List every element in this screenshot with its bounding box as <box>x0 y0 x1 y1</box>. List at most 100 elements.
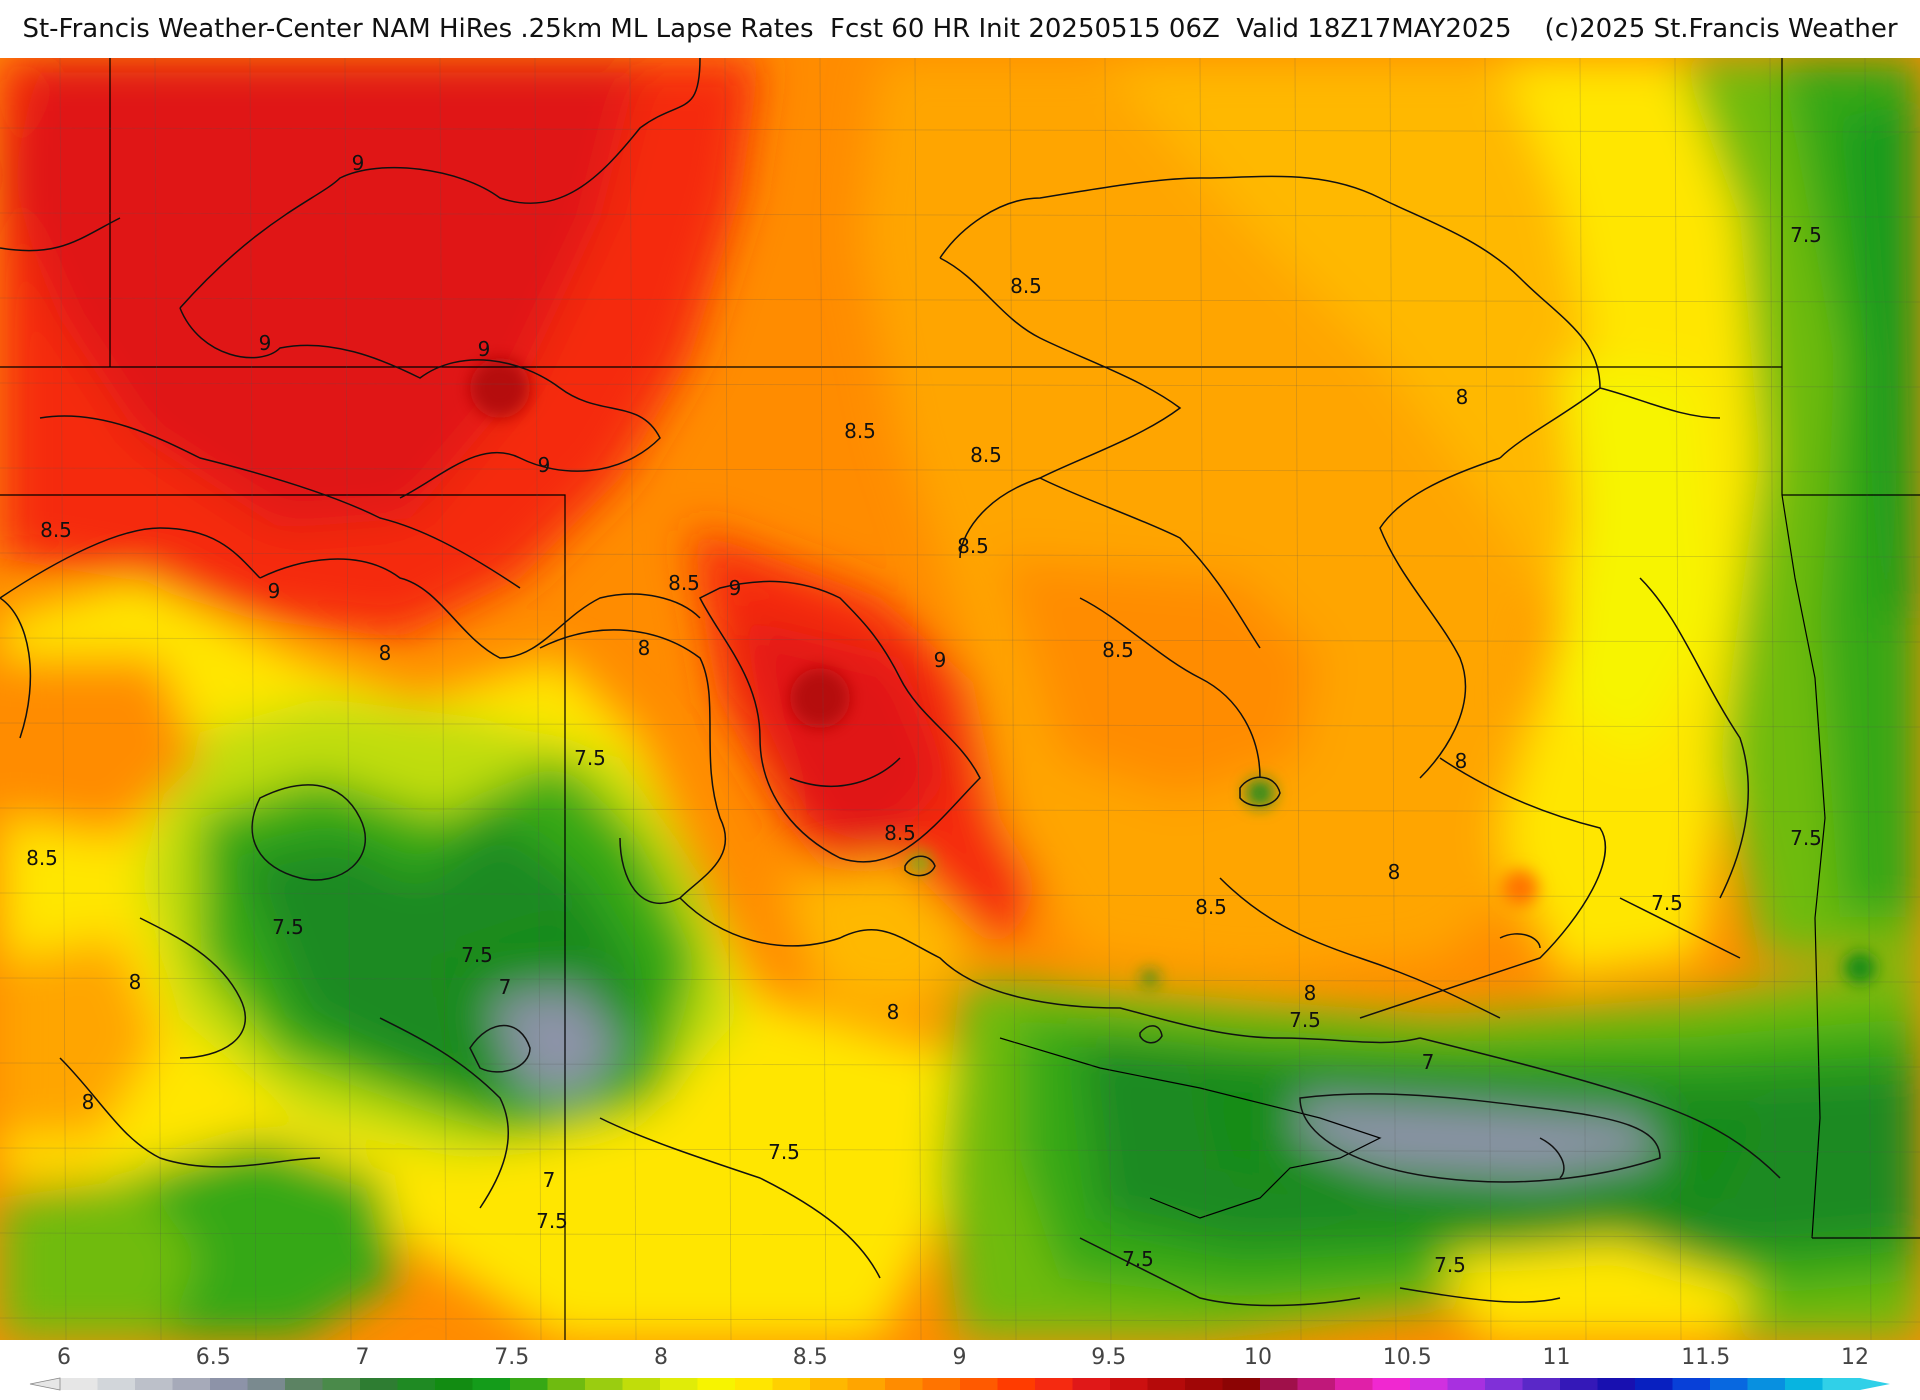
contour-label: 9 <box>268 579 281 603</box>
contour-label: 8.5 <box>957 534 989 558</box>
colorbar-swatch <box>172 1378 211 1390</box>
colorbar-swatch <box>1335 1378 1373 1390</box>
colorbar-swatch <box>1822 1378 1861 1390</box>
contour-label: 7 <box>1422 1050 1435 1074</box>
colorbar-swatch <box>510 1378 548 1390</box>
contour-label: 9 <box>352 151 365 175</box>
contour-label: 7.5 <box>1790 223 1822 247</box>
colorbar-swatch <box>1110 1378 1148 1390</box>
contour-label-layer: 9 9 9 9 9 9 9 8.5 8.5 8.5 8.5 8.5 8.5 8.5 8.5 8.5 8.5 8 8 8… <box>26 151 1822 1277</box>
colorbar-swatch <box>847 1378 886 1390</box>
shaded-detail <box>470 358 1876 986</box>
contour-label: 9 <box>729 576 742 600</box>
contour-label: 7.5 <box>536 1209 568 1233</box>
shaded-field <box>0 58 1920 1340</box>
colorbar-swatch <box>1372 1378 1411 1390</box>
colorbar-swatch <box>1447 1378 1486 1390</box>
contour-label: 9 <box>259 331 272 355</box>
colorbar-swatch <box>1072 1378 1111 1390</box>
contour-label: 8.5 <box>26 846 58 870</box>
map-panel[interactable]: 9 9 9 9 9 9 9 8.5 8.5 8.5 8.5 8.5 8.5 8.5 8.5 8.5 8.5 8 8 8… <box>0 58 1920 1340</box>
contour-label: 9 <box>478 337 491 361</box>
contour-label: 7.5 <box>461 943 493 967</box>
state-boundaries <box>0 58 1920 1340</box>
contour-label: 8 <box>887 1000 900 1024</box>
contour-label: 7 <box>499 975 512 999</box>
contour-label: 7.5 <box>574 746 606 770</box>
colorbar-swatch <box>622 1378 661 1390</box>
contour-label: 8 <box>129 970 142 994</box>
colorbar-swatch <box>997 1378 1036 1390</box>
colorbar-swatch <box>1635 1378 1673 1390</box>
colorbar-swatch <box>1035 1378 1073 1390</box>
colorbar-tick-label: 9 <box>952 1345 967 1370</box>
colorbar-tick-label: 10 <box>1244 1345 1272 1370</box>
contour-label: 8.5 <box>970 443 1002 467</box>
header-bar: St-Francis Weather-Center NAM HiRes .25k… <box>0 0 1920 58</box>
colorbar-swatch <box>547 1378 586 1390</box>
colorbar: 6 6.5 7 7.5 8 8.5 9 9.5 10 10.5 11 11.5 12 <box>0 1340 1920 1400</box>
colorbar-swatch <box>322 1378 361 1390</box>
colorbar-swatch <box>1410 1378 1448 1390</box>
colorbar-swatch <box>585 1378 623 1390</box>
colorbar-swatch <box>1485 1378 1523 1390</box>
colorbar-swatch <box>1260 1378 1298 1390</box>
colorbar-swatch <box>1597 1378 1636 1390</box>
colorbar-swatch <box>97 1378 136 1390</box>
colorbar-swatch <box>810 1378 848 1390</box>
colorbar-swatch <box>360 1378 398 1390</box>
contour-label: 8.5 <box>668 571 700 595</box>
contour-label: 7.5 <box>768 1140 800 1164</box>
contour-label: 8 <box>1304 981 1317 1005</box>
contour-label: 8.5 <box>40 518 72 542</box>
colorbar-strip <box>29 1377 1890 1391</box>
contour-label: 8 <box>1456 385 1469 409</box>
colorbar-tick-label: 7.5 <box>494 1345 530 1370</box>
contour-label: 7.5 <box>1434 1253 1466 1277</box>
colorbar-swatch <box>1747 1378 1786 1390</box>
contour-label: 7.5 <box>1122 1247 1154 1271</box>
colorbar-tick-label: 6 <box>57 1345 71 1370</box>
contour-label: 8 <box>638 636 651 660</box>
colorbar-swatch <box>1147 1378 1186 1390</box>
colorbar-swatch <box>472 1378 511 1390</box>
colorbar-swatch <box>1560 1378 1598 1390</box>
colorbar-swatch <box>1185 1378 1223 1390</box>
county-lines <box>0 58 1920 1340</box>
colorbar-swatch <box>1785 1378 1823 1390</box>
contour-label: 9 <box>934 648 947 672</box>
colorbar-swatch <box>1672 1378 1711 1390</box>
colorbar-swatch <box>247 1378 286 1390</box>
colorbar-swatch <box>772 1378 811 1390</box>
colorbar-tick-label: 8 <box>654 1345 668 1370</box>
colorbar-swatch <box>660 1378 698 1390</box>
colorbar-min-arrow <box>29 1377 61 1391</box>
contour-label: 8.5 <box>1102 638 1134 662</box>
colorbar-swatch <box>285 1378 323 1390</box>
contour-label: 7.5 <box>272 915 304 939</box>
colorbar-swatch <box>1522 1378 1561 1390</box>
colorbar-tick-label: 9.5 <box>1091 1345 1127 1370</box>
colorbar-swatch <box>960 1378 998 1390</box>
colorbar-tick-label: 8.5 <box>792 1345 828 1370</box>
colorbar-swatch <box>135 1378 173 1390</box>
contour-label: 7.5 <box>1289 1008 1321 1032</box>
contour-label: 8.5 <box>1195 895 1227 919</box>
colorbar-swatch <box>60 1378 98 1390</box>
colorbar-max-arrow <box>1860 1378 1890 1390</box>
colorbar-tick-label: 6.5 <box>195 1345 231 1370</box>
contour-label: 9 <box>538 453 551 477</box>
contour-lines <box>0 58 1781 1307</box>
lapse-rate-map[interactable]: 9 9 9 9 9 9 9 8.5 8.5 8.5 8.5 8.5 8.5 8.5 8.5 8.5 8.5 8 8 8… <box>0 58 1920 1340</box>
colorbar-swatch <box>922 1378 961 1390</box>
contour-label: 7 <box>543 1168 556 1192</box>
colorbar-swatch <box>885 1378 923 1390</box>
colorbar-swatch <box>435 1378 473 1390</box>
colorbar-swatch <box>697 1378 736 1390</box>
contour-label: 8 <box>1455 749 1468 773</box>
colorbar-tick-label: 12 <box>1841 1345 1869 1370</box>
contour-label: 8.5 <box>1010 274 1042 298</box>
colorbar-swatch <box>397 1378 436 1390</box>
contour-label: 7.5 <box>1651 891 1683 915</box>
map-title: St-Francis Weather-Center NAM HiRes .25k… <box>22 14 1898 44</box>
